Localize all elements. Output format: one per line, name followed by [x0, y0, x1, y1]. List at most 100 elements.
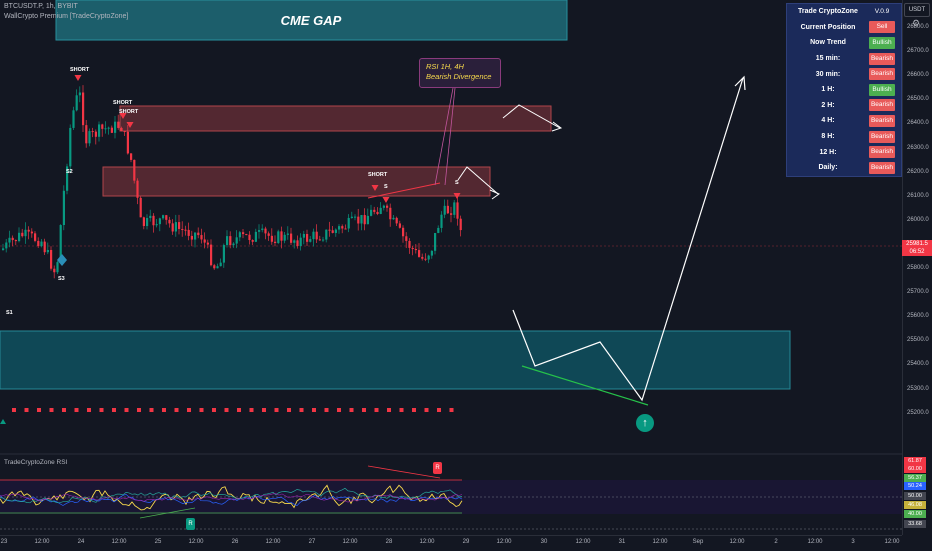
candle-body: [146, 218, 149, 227]
short-signal-label: SHORT: [113, 100, 133, 106]
indicator-legend[interactable]: WallCrypto Premium [TradeCryptoZone]: [4, 13, 129, 20]
symbol-legend[interactable]: BTCUSDT.P, 1h, BYBIT: [4, 3, 78, 10]
candle-body: [130, 153, 133, 160]
support-dot: [412, 408, 416, 412]
candle-body: [222, 245, 225, 263]
candle-body: [101, 124, 104, 129]
candle-body: [85, 125, 88, 144]
price-tick: 25400.0: [907, 361, 929, 368]
rsi-value-tag: 40.00: [904, 510, 926, 518]
candle-body: [424, 258, 427, 260]
candle-body: [280, 231, 283, 241]
rsi-value-tag: 33.68: [904, 520, 926, 528]
candle-body: [11, 237, 14, 241]
price-tick: 26800.0: [907, 24, 929, 30]
projection-arrowhead: [734, 75, 746, 91]
panel-row-value: Sell: [869, 21, 895, 34]
short-signal-label: SHORT: [70, 67, 90, 73]
short-signal-label: SHORT: [119, 109, 139, 115]
candle-body: [408, 240, 411, 248]
candle-body: [178, 222, 181, 229]
trend-info-panel: Trade CryptoZone V.0.9 Current Position S…: [786, 3, 902, 177]
candle-body: [418, 250, 421, 257]
rsi-legend[interactable]: TradeCryptoZone RSI: [4, 459, 68, 466]
time-tick: Sep: [692, 539, 704, 545]
candle-body: [309, 239, 312, 242]
candle-body: [267, 233, 270, 236]
price-axis[interactable]: 26800.0 26700.0 26600.0 26500.0 26400.0 26300…: [902, 0, 932, 535]
candle-body: [206, 242, 209, 245]
rsi-series: [0, 484, 463, 511]
candle-body: [114, 121, 117, 133]
divergence-line: [367, 182, 441, 199]
support-dot: [124, 408, 129, 412]
support-dot: [99, 408, 104, 412]
candle-body: [434, 232, 437, 251]
price-tick: 25500.0: [907, 337, 929, 344]
rsi-value-tag: 56.37: [904, 474, 926, 482]
panel-title: Trade CryptoZone: [798, 8, 858, 16]
candle-body: [350, 216, 353, 218]
price-tick: 26700.0: [907, 48, 929, 55]
panel-row: 30 min: Bearish: [787, 66, 901, 82]
candle-body: [338, 226, 341, 230]
candle-body: [402, 227, 405, 237]
panel-row-label: 2 H:: [821, 101, 835, 109]
candle-body: [270, 235, 273, 242]
rsi-divergence-line: [139, 507, 196, 519]
support-dot: [324, 408, 329, 412]
candle-body: [331, 230, 334, 233]
candle-body: [155, 224, 158, 226]
candle-body: [174, 222, 177, 232]
buy-triangle: [0, 419, 6, 424]
candle-body: [453, 202, 456, 215]
candle-body: [370, 209, 373, 216]
candle-body: [296, 240, 299, 247]
short-zone-upper: [119, 105, 552, 132]
candle-body: [171, 223, 174, 232]
candle-body: [306, 233, 309, 242]
panel-header: Trade CryptoZone V.0.9: [787, 4, 901, 20]
time-tick: 26: [231, 539, 239, 545]
candle-body: [277, 231, 280, 243]
support-dot: [274, 408, 279, 412]
candle-body: [258, 230, 261, 232]
candle-body: [245, 234, 248, 236]
candle-body: [91, 131, 94, 133]
candle-body: [430, 250, 433, 256]
cme-gap-zone: [0, 330, 791, 390]
support-dot: [224, 408, 229, 412]
s3-diamond: [57, 254, 67, 266]
time-tick: 24: [77, 539, 85, 545]
support-dot: [87, 408, 91, 412]
support-dot: [249, 408, 254, 412]
panel-row-value: Bearish: [869, 130, 895, 143]
candle-body: [59, 225, 62, 263]
support-dot: [437, 408, 441, 412]
candle-body: [117, 121, 120, 128]
price-chart[interactable]: [0, 0, 902, 535]
candle-body: [366, 215, 369, 225]
short-triangle: [126, 122, 134, 128]
short-triangle: [74, 75, 82, 81]
candle-body: [30, 231, 33, 234]
candle-body: [203, 239, 206, 243]
candle-body: [302, 233, 305, 238]
support-dot: [112, 408, 116, 412]
panel-row-value: Bullish: [869, 36, 895, 49]
candle-body: [21, 232, 24, 237]
panel-row: Current Position Sell: [787, 20, 901, 36]
rsi-bearish-badge: R: [433, 462, 442, 474]
candle-body: [395, 217, 398, 224]
candle-body: [194, 232, 197, 240]
currency-button[interactable]: USDT: [904, 3, 930, 17]
support-dot: [299, 408, 304, 412]
gear-icon[interactable]: ⚙: [911, 18, 921, 28]
candle-body: [181, 228, 184, 230]
time-tick: 12:00: [265, 539, 281, 545]
time-axis[interactable]: 23 12:00 24 12:00 25 12:00 26 12:00 27 12:00 28 12:…: [0, 535, 902, 551]
time-tick: 28: [385, 539, 393, 545]
support-dot: [12, 408, 16, 412]
candle-body: [360, 215, 363, 224]
panel-row-value: Bearish: [869, 114, 895, 127]
